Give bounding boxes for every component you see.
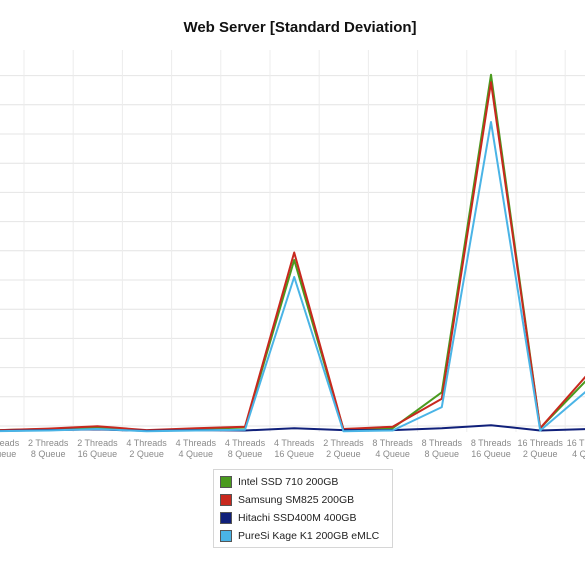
x-tick-label: 2 Threads 2 Queue [323,438,364,459]
series-line-2 [0,81,585,432]
chart-title: Web Server [Standard Deviation] [183,19,417,36]
x-tick-label: 8 Threads 16 Queue [471,438,512,459]
x-tick-label: 16 Threads 2 Queue [518,438,564,459]
x-tick-label: 4 Threads 2 Queue [126,438,167,459]
x-tick-label: 2 Threads 8 Queue [28,438,69,459]
series-line-4 [0,121,585,433]
legend-label: PureSi Kage K1 200GB eMLC [238,530,380,542]
grid [0,50,585,432]
legend-item: Hitachi SSD400M 400GB [220,510,356,526]
legend: Intel SSD 710 200GB Samsung SM825 200GB Hi… [213,469,393,548]
legend-swatch [220,494,232,506]
x-tick-label: 4 Threads 16 Queue [274,438,315,459]
x-tick-label: 8 Threads 8 Queue [422,438,463,459]
legend-label: Intel SSD 710 200GB [238,476,339,488]
legend-swatch [220,530,232,542]
legend-label: Hitachi SSD400M 400GB [238,512,357,524]
legend-item: PureSi Kage K1 200GB eMLC [220,528,379,544]
legend-item: Samsung SM825 200GB [220,492,354,508]
x-tick-label: 4 Threads 8 Queue [225,438,266,459]
legend-swatch [220,512,232,524]
x-tick-label: 4 Threads 4 Queue [176,438,217,459]
series-lines [0,73,585,433]
series-line-1 [0,73,585,432]
x-tick-label: 2 Threads 16 Queue [77,438,118,459]
legend-label: Samsung SM825 200GB [238,494,355,506]
legend-swatch [220,476,232,488]
legend-item: Intel SSD 710 200GB [220,474,338,490]
x-tick-label: 8 Threads 4 Queue [372,438,413,459]
